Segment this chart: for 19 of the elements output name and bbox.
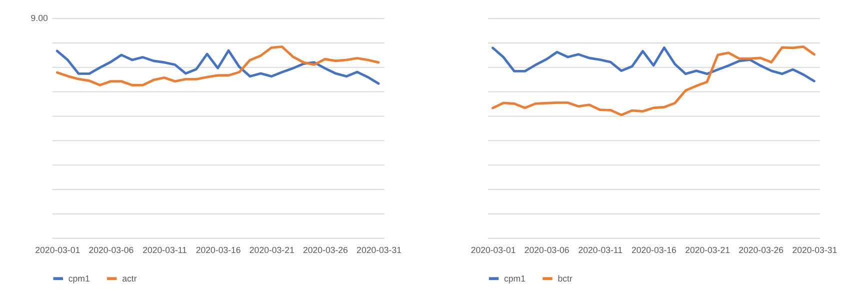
- x-tick-label: 2020-03-31: [356, 244, 402, 255]
- x-tick-label: 2020-03-21: [685, 244, 730, 255]
- x-tick-label: 2020-03-26: [738, 244, 784, 255]
- x-tick-label: 2020-03-01: [470, 244, 516, 255]
- x-tick-label: 2020-03-11: [578, 244, 623, 255]
- text: 9.00: [30, 12, 48, 23]
- x-tick-label: 2020-03-21: [249, 244, 294, 255]
- legend-label: cpm1: [504, 274, 526, 284]
- x-tick-label: 2020-03-16: [632, 244, 677, 255]
- x-tick-label: 2020-03-06: [88, 244, 134, 255]
- x-tick-label: 2020-03-06: [524, 244, 570, 255]
- legend-label: actr: [122, 274, 137, 284]
- x-tick-label: 2020-03-11: [142, 244, 187, 255]
- legend-label: cpm1: [68, 274, 90, 284]
- x-tick-label: 2020-03-31: [792, 244, 838, 255]
- x-tick-label: 2020-03-16: [196, 244, 241, 255]
- x-tick-label: 2020-03-01: [35, 244, 80, 255]
- legend-label: bctr: [558, 274, 572, 284]
- x-tick-label: 2020-03-26: [302, 244, 348, 255]
